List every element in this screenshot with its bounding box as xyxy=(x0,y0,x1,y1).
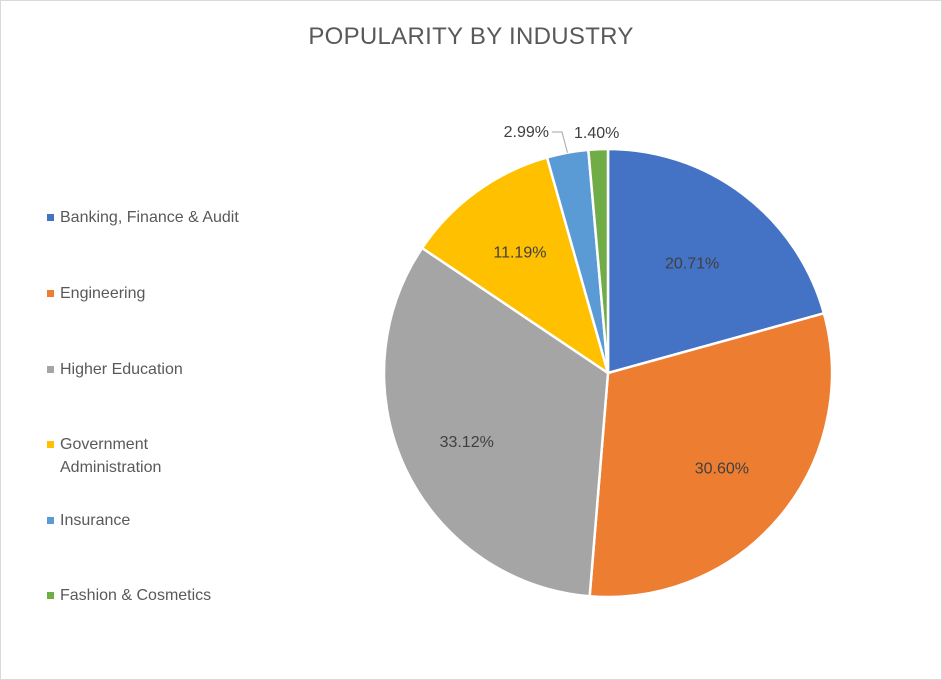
data-label-government: 11.19% xyxy=(493,244,546,261)
legend-label-insurance: Insurance xyxy=(60,512,131,529)
legend-swatch-banking xyxy=(47,214,54,221)
data-label-engineering: 30.60% xyxy=(695,460,749,477)
pie-slice-engineering xyxy=(588,312,834,599)
legend-item-higher-education: Higher Education xyxy=(47,358,247,381)
legend-item-fashion: Fashion & Cosmetics xyxy=(47,584,247,607)
legend-item-engineering: Engineering xyxy=(47,282,247,305)
legend-label-engineering: Engineering xyxy=(60,285,146,302)
pie-slice-higher-education xyxy=(382,246,610,598)
legend-item-government: Government Administration xyxy=(47,433,187,479)
leader-line-insurance xyxy=(552,131,568,153)
legend-label-banking: Banking, Finance & Audit xyxy=(60,209,239,226)
legend-swatch-engineering xyxy=(47,290,54,297)
legend-swatch-government xyxy=(47,441,54,448)
legend-item-banking: Banking, Finance & Audit xyxy=(47,206,247,229)
chart-title: POPULARITY BY INDUSTRY xyxy=(308,23,634,50)
legend-swatch-higher-education xyxy=(47,366,54,373)
legend-swatch-insurance xyxy=(47,517,54,524)
pie-slice-fashion xyxy=(587,147,610,375)
legend-label-fashion: Fashion & Cosmetics xyxy=(60,587,212,604)
legend-label-higher-education: Higher Education xyxy=(60,361,183,378)
data-label-fashion: 1.40% xyxy=(574,125,619,142)
legend-item-insurance: Insurance xyxy=(47,509,247,532)
data-label-insurance: 2.99% xyxy=(504,124,549,141)
pie-slice-banking xyxy=(606,147,826,375)
legend-label-government: Government Administration xyxy=(60,436,162,476)
data-label-higher-education: 33.12% xyxy=(440,434,494,451)
legend-swatch-fashion xyxy=(47,592,54,599)
data-label-banking: 20.71% xyxy=(665,255,719,272)
